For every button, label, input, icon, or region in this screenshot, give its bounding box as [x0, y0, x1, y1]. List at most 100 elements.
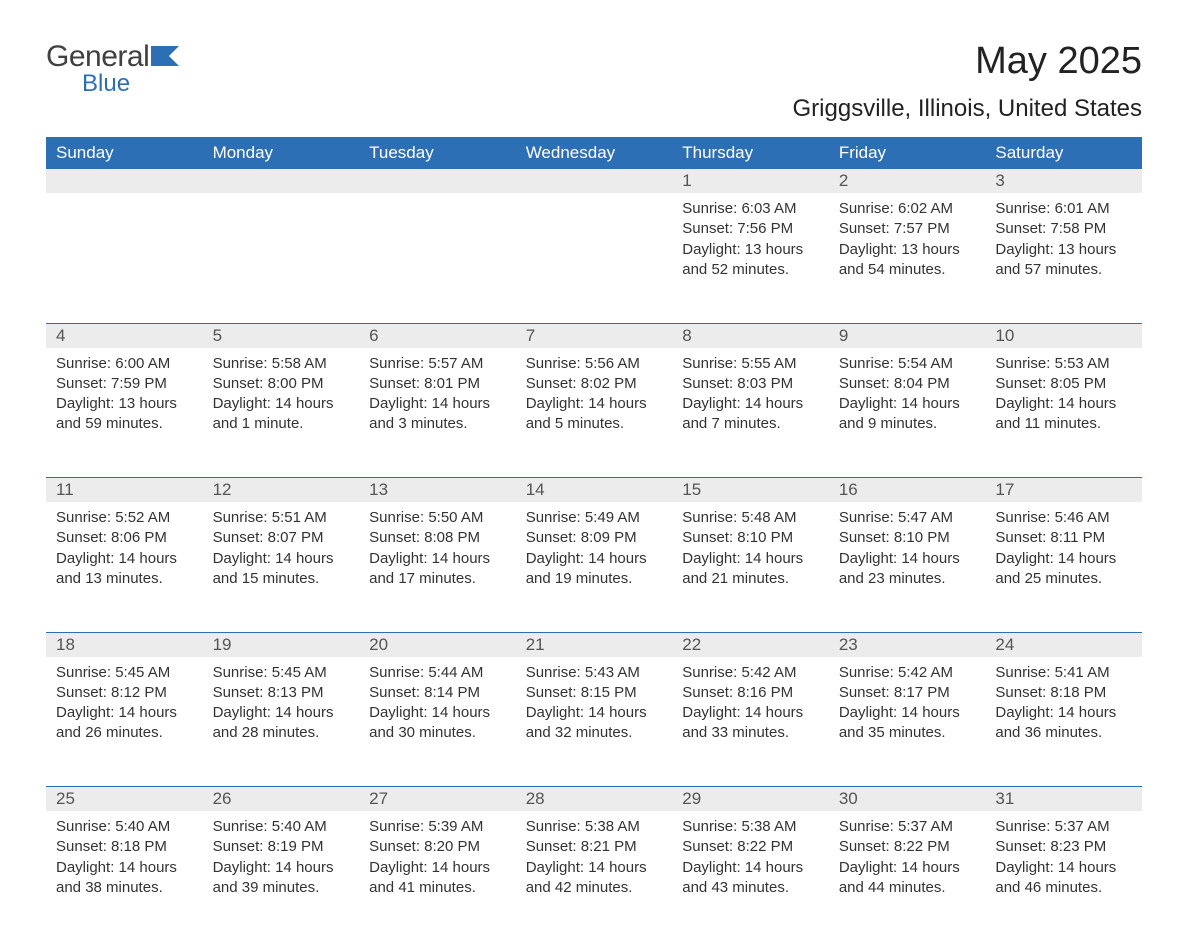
day-cell: Sunrise: 5:38 AMSunset: 8:22 PMDaylight:… [672, 811, 829, 941]
day-cell: Sunrise: 5:58 AMSunset: 8:00 PMDaylight:… [203, 348, 360, 478]
day-number: 24 [985, 633, 1142, 657]
day-number: 9 [829, 324, 986, 348]
daylight-line: Daylight: 14 hours and 38 minutes. [56, 858, 193, 899]
day-content-row: Sunrise: 6:03 AMSunset: 7:56 PMDaylight:… [46, 193, 1142, 323]
day-cell: Sunrise: 5:57 AMSunset: 8:01 PMDaylight:… [359, 348, 516, 478]
sunset-line: Sunset: 8:17 PM [839, 683, 976, 703]
daylight-line: Daylight: 14 hours and 41 minutes. [369, 858, 506, 899]
day-number: 11 [46, 478, 203, 502]
daylight-line: Daylight: 13 hours and 57 minutes. [995, 240, 1132, 281]
day-number: 16 [829, 478, 986, 502]
sunset-line: Sunset: 8:20 PM [369, 837, 506, 857]
sunrise-line: Sunrise: 5:45 AM [56, 663, 193, 683]
sunrise-line: Sunrise: 5:42 AM [839, 663, 976, 683]
daylight-line: Daylight: 14 hours and 1 minute. [213, 394, 350, 435]
day-cell: Sunrise: 5:50 AMSunset: 8:08 PMDaylight:… [359, 502, 516, 632]
daylight-line: Daylight: 14 hours and 15 minutes. [213, 549, 350, 590]
logo-text-blue: Blue [82, 70, 130, 98]
day-number-row: 123 [46, 169, 1142, 193]
daylight-line: Daylight: 14 hours and 21 minutes. [682, 549, 819, 590]
sunrise-line: Sunrise: 5:44 AM [369, 663, 506, 683]
daylight-line: Daylight: 13 hours and 59 minutes. [56, 394, 193, 435]
day-cell: Sunrise: 5:42 AMSunset: 8:16 PMDaylight:… [672, 657, 829, 787]
day-cell [359, 193, 516, 323]
weekday-header: Wednesday [516, 137, 673, 169]
sunset-line: Sunset: 8:18 PM [995, 683, 1132, 703]
daylight-line: Daylight: 14 hours and 35 minutes. [839, 703, 976, 744]
day-cell: Sunrise: 5:53 AMSunset: 8:05 PMDaylight:… [985, 348, 1142, 478]
weekday-header: Tuesday [359, 137, 516, 169]
day-content-row: Sunrise: 6:00 AMSunset: 7:59 PMDaylight:… [46, 348, 1142, 478]
sunset-line: Sunset: 7:58 PM [995, 219, 1132, 239]
day-cell: Sunrise: 5:49 AMSunset: 8:09 PMDaylight:… [516, 502, 673, 632]
day-cell: Sunrise: 5:40 AMSunset: 8:18 PMDaylight:… [46, 811, 203, 941]
daylight-line: Daylight: 14 hours and 39 minutes. [213, 858, 350, 899]
day-cell: Sunrise: 5:41 AMSunset: 8:18 PMDaylight:… [985, 657, 1142, 787]
day-number [516, 169, 673, 193]
header: General Blue May 2025 Griggsville, Illin… [46, 40, 1142, 123]
day-cell: Sunrise: 5:43 AMSunset: 8:15 PMDaylight:… [516, 657, 673, 787]
day-cell: Sunrise: 5:37 AMSunset: 8:23 PMDaylight:… [985, 811, 1142, 941]
day-cell: Sunrise: 5:37 AMSunset: 8:22 PMDaylight:… [829, 811, 986, 941]
sunrise-line: Sunrise: 5:43 AM [526, 663, 663, 683]
day-number: 30 [829, 787, 986, 811]
title-block: May 2025 Griggsville, Illinois, United S… [793, 40, 1142, 123]
daylight-line: Daylight: 13 hours and 52 minutes. [682, 240, 819, 281]
day-cell: Sunrise: 5:45 AMSunset: 8:13 PMDaylight:… [203, 657, 360, 787]
daylight-line: Daylight: 14 hours and 42 minutes. [526, 858, 663, 899]
calendar-body: 123Sunrise: 6:03 AMSunset: 7:56 PMDaylig… [46, 169, 1142, 941]
daylight-line: Daylight: 14 hours and 7 minutes. [682, 394, 819, 435]
day-number-row: 45678910 [46, 324, 1142, 348]
day-number: 25 [46, 787, 203, 811]
logo-flag-icon [151, 46, 181, 71]
sunset-line: Sunset: 8:19 PM [213, 837, 350, 857]
day-number: 31 [985, 787, 1142, 811]
daylight-line: Daylight: 13 hours and 54 minutes. [839, 240, 976, 281]
weekday-header: Sunday [46, 137, 203, 169]
daylight-line: Daylight: 14 hours and 19 minutes. [526, 549, 663, 590]
day-cell [46, 193, 203, 323]
daylight-line: Daylight: 14 hours and 44 minutes. [839, 858, 976, 899]
day-cell: Sunrise: 5:56 AMSunset: 8:02 PMDaylight:… [516, 348, 673, 478]
day-number: 14 [516, 478, 673, 502]
sunset-line: Sunset: 8:00 PM [213, 374, 350, 394]
day-number: 22 [672, 633, 829, 657]
day-number: 23 [829, 633, 986, 657]
sunset-line: Sunset: 8:03 PM [682, 374, 819, 394]
daylight-line: Daylight: 14 hours and 43 minutes. [682, 858, 819, 899]
day-cell: Sunrise: 6:02 AMSunset: 7:57 PMDaylight:… [829, 193, 986, 323]
sunset-line: Sunset: 8:11 PM [995, 528, 1132, 548]
day-cell: Sunrise: 6:01 AMSunset: 7:58 PMDaylight:… [985, 193, 1142, 323]
sunset-line: Sunset: 8:16 PM [682, 683, 819, 703]
sunset-line: Sunset: 7:57 PM [839, 219, 976, 239]
day-number: 29 [672, 787, 829, 811]
daylight-line: Daylight: 14 hours and 11 minutes. [995, 394, 1132, 435]
day-number: 4 [46, 324, 203, 348]
sunset-line: Sunset: 8:21 PM [526, 837, 663, 857]
weekday-header: Monday [203, 137, 360, 169]
daylight-line: Daylight: 14 hours and 17 minutes. [369, 549, 506, 590]
daylight-line: Daylight: 14 hours and 13 minutes. [56, 549, 193, 590]
day-cell [203, 193, 360, 323]
sunset-line: Sunset: 8:04 PM [839, 374, 976, 394]
sunrise-line: Sunrise: 5:39 AM [369, 817, 506, 837]
day-cell: Sunrise: 5:40 AMSunset: 8:19 PMDaylight:… [203, 811, 360, 941]
sunset-line: Sunset: 8:22 PM [839, 837, 976, 857]
sunrise-line: Sunrise: 5:50 AM [369, 508, 506, 528]
sunrise-line: Sunrise: 6:00 AM [56, 354, 193, 374]
day-cell: Sunrise: 5:42 AMSunset: 8:17 PMDaylight:… [829, 657, 986, 787]
daylight-line: Daylight: 14 hours and 5 minutes. [526, 394, 663, 435]
day-content-row: Sunrise: 5:40 AMSunset: 8:18 PMDaylight:… [46, 811, 1142, 941]
day-cell: Sunrise: 5:47 AMSunset: 8:10 PMDaylight:… [829, 502, 986, 632]
day-cell: Sunrise: 6:03 AMSunset: 7:56 PMDaylight:… [672, 193, 829, 323]
sunrise-line: Sunrise: 5:37 AM [839, 817, 976, 837]
daylight-line: Daylight: 14 hours and 32 minutes. [526, 703, 663, 744]
daylight-line: Daylight: 14 hours and 46 minutes. [995, 858, 1132, 899]
location: Griggsville, Illinois, United States [793, 95, 1142, 123]
sunrise-line: Sunrise: 6:02 AM [839, 199, 976, 219]
sunrise-line: Sunrise: 5:52 AM [56, 508, 193, 528]
sunset-line: Sunset: 8:01 PM [369, 374, 506, 394]
sunrise-line: Sunrise: 5:45 AM [213, 663, 350, 683]
calendar-head: SundayMondayTuesdayWednesdayThursdayFrid… [46, 137, 1142, 169]
sunset-line: Sunset: 7:56 PM [682, 219, 819, 239]
